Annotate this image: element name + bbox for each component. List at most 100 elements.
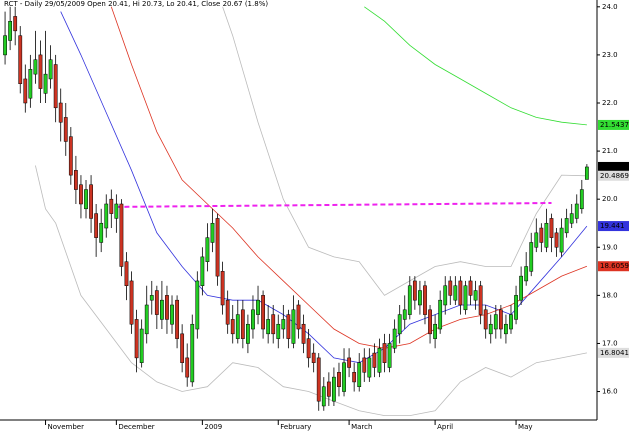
- value-box-label: 20.67: [600, 163, 620, 171]
- candle-body: [230, 319, 235, 335]
- candle-body: [342, 362, 346, 392]
- candle-body: [418, 290, 422, 306]
- y-tick-label: 22.0: [602, 99, 618, 107]
- candle-body: [448, 280, 453, 296]
- overlay-line: [222, 6, 587, 296]
- candle-body: [412, 280, 417, 301]
- overlay-line: [116, 202, 552, 208]
- candle-body: [509, 314, 513, 330]
- candle-body: [311, 352, 316, 363]
- candle-body: [291, 309, 296, 344]
- candle-body: [154, 290, 159, 315]
- candle-body: [180, 333, 185, 363]
- candle-body: [362, 357, 367, 373]
- value-box-label: 20.4869: [600, 172, 629, 180]
- candle-body: [423, 285, 427, 315]
- candle-body: [63, 117, 68, 142]
- x-tick-label: 2009: [204, 423, 222, 431]
- candle-body: [367, 357, 372, 378]
- candle-body: [372, 352, 377, 368]
- y-tick-label: 18.0: [602, 291, 618, 299]
- candle-body: [165, 295, 169, 320]
- candle-body: [397, 314, 402, 335]
- candle-body: [564, 218, 569, 234]
- candle-body: [205, 237, 210, 262]
- candle-body: [200, 256, 205, 286]
- candle-body: [453, 285, 458, 301]
- candle-body: [43, 73, 48, 94]
- candle-body: [306, 338, 311, 359]
- candle-body: [554, 232, 559, 248]
- candle-body: [488, 323, 493, 335]
- candle-body: [149, 295, 154, 301]
- value-box: [598, 161, 629, 172]
- overlay-line: [364, 6, 587, 126]
- candle-body: [99, 222, 104, 243]
- y-tick-label: 20.0: [602, 195, 618, 203]
- candle-body: [124, 261, 129, 286]
- candle-body: [38, 54, 43, 89]
- candle-body: [579, 189, 584, 210]
- candle-body: [402, 309, 407, 320]
- candle-body: [544, 222, 549, 248]
- candle-body: [73, 170, 78, 190]
- y-tick-label: 17.0: [602, 339, 618, 347]
- candle-body: [387, 343, 392, 368]
- candle-body: [326, 381, 331, 397]
- candle-body: [463, 285, 468, 311]
- candle-body: [483, 309, 488, 330]
- value-box: [598, 347, 629, 358]
- candle-body: [104, 203, 109, 229]
- candle-body: [139, 328, 144, 363]
- candle-body: [529, 242, 534, 272]
- candle-body: [48, 59, 53, 80]
- candle-body: [382, 343, 387, 363]
- candle-body: [84, 189, 88, 210]
- value-box-label: 19.441: [600, 222, 625, 230]
- overlay-line: [110, 6, 588, 349]
- candle-body: [170, 304, 174, 325]
- x-tick-label: March: [351, 423, 372, 431]
- candle-body: [53, 64, 58, 109]
- y-tick-label: 21.0: [602, 147, 618, 155]
- x-tick-label: November: [48, 423, 85, 431]
- y-tick-label: 19.0: [602, 243, 618, 251]
- x-tick-label: December: [118, 423, 154, 431]
- candle-body: [458, 280, 463, 306]
- candle-body: [443, 285, 448, 306]
- candle-body: [220, 271, 225, 306]
- candle-body: [316, 357, 321, 402]
- candle-body: [89, 184, 93, 219]
- candle-body: [504, 323, 508, 335]
- candle-body: [407, 285, 412, 315]
- candle-body: [377, 348, 382, 373]
- candle-body: [13, 16, 18, 32]
- candle-body: [134, 319, 139, 359]
- candle-body: [175, 299, 179, 339]
- x-tick-label: April: [437, 423, 453, 431]
- candle-body: [478, 285, 483, 315]
- candle-body: [574, 203, 579, 219]
- candle-body: [286, 314, 291, 339]
- candle-body: [33, 59, 38, 75]
- candle-body: [160, 299, 164, 320]
- candle-body: [337, 372, 341, 387]
- value-box-label: 18.6059: [600, 262, 629, 270]
- candle-body: [190, 323, 195, 383]
- candle-body: [392, 328, 397, 349]
- candle-body: [235, 314, 240, 339]
- value-box-label: 16.8041: [600, 349, 629, 357]
- x-tick-label: February: [280, 423, 311, 431]
- candle-body: [352, 372, 357, 383]
- candle-body: [347, 357, 351, 368]
- y-tick-label: 16.0: [602, 388, 618, 396]
- candle-body: [559, 227, 564, 253]
- value-box: [598, 261, 629, 272]
- candle-body: [251, 309, 255, 330]
- candle-body: [514, 295, 518, 320]
- candle-body: [498, 309, 503, 330]
- candle-body: [519, 275, 524, 301]
- candle-body: [266, 319, 271, 335]
